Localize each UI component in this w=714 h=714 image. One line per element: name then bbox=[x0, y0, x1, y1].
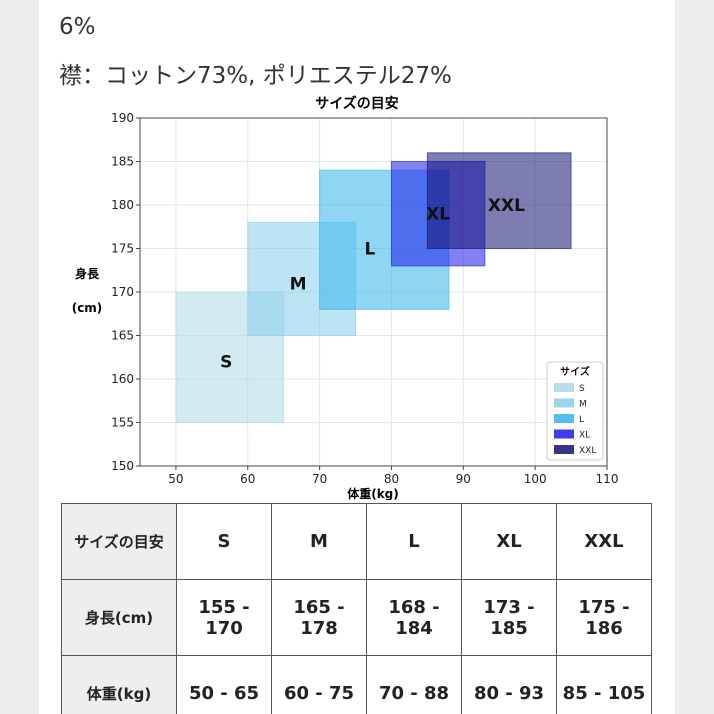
x-axis-label: 体重(kg) bbox=[347, 486, 399, 500]
legend-swatch-s bbox=[554, 383, 574, 392]
table-cell: 168 - 184 bbox=[366, 579, 462, 656]
y-tick-label: 180 bbox=[111, 198, 134, 212]
x-tick-label: 50 bbox=[168, 472, 183, 486]
table-cell: 175 - 186 bbox=[556, 579, 652, 656]
legend-swatch-l bbox=[554, 414, 574, 423]
y-axis-label: 身長(cm) bbox=[72, 266, 103, 315]
y-tick-label: 150 bbox=[111, 459, 134, 473]
table-cell: 165 - 178 bbox=[271, 579, 367, 656]
size-rectangles: S M L XL XXL bbox=[175, 152, 572, 423]
size-label-xxl: XXL bbox=[488, 196, 525, 216]
table-cell: 50 - 65 bbox=[176, 655, 272, 714]
size-label-s: S bbox=[220, 353, 232, 373]
x-tick-label: 80 bbox=[384, 472, 399, 486]
y-tick-label: 155 bbox=[111, 416, 134, 430]
size-rect-xxl bbox=[426, 152, 572, 249]
legend-label-s: S bbox=[579, 384, 585, 394]
x-tick-label: 110 bbox=[596, 472, 619, 486]
size-label-xl: XL bbox=[426, 205, 450, 225]
legend-swatch-xl bbox=[554, 429, 574, 439]
size-column-header: M bbox=[271, 503, 367, 580]
legend-label-l: L bbox=[579, 415, 584, 425]
legend-title: サイズ bbox=[560, 365, 590, 378]
legend-label-xl: XL bbox=[579, 431, 590, 441]
fabric-description-line: 6% bbox=[59, 14, 96, 40]
chart-legend: サイズ SML XL XXL bbox=[546, 361, 604, 461]
row-header: 身長(cm) bbox=[61, 579, 177, 656]
chart-title: サイズの目安 bbox=[315, 95, 399, 112]
table-corner-header: サイズの目安 bbox=[61, 503, 177, 580]
x-tick-label: 70 bbox=[312, 472, 327, 486]
x-tick-label: 100 bbox=[524, 472, 547, 486]
product-description-panel: 6% 襟：コットン73%, ポリエステル27% サイズの目安 S M L XL XXL … bbox=[39, 0, 675, 714]
table-cell: 60 - 75 bbox=[271, 655, 367, 714]
size-label-l: L bbox=[364, 240, 375, 260]
row-header: 体重(kg) bbox=[61, 655, 177, 714]
legend-label-m: M bbox=[579, 400, 587, 410]
x-tick-label: 60 bbox=[240, 472, 255, 486]
table-cell: 80 - 93 bbox=[461, 655, 557, 714]
size-label-m: M bbox=[290, 274, 307, 294]
table-cell: 173 - 185 bbox=[461, 579, 557, 656]
y-tick-label: 170 bbox=[111, 285, 134, 299]
axis-ticks: 50 60 70 80 90 100 110 150 155 160 165 170 175 180 185… bbox=[111, 111, 618, 486]
table-cell: 70 - 88 bbox=[366, 655, 462, 714]
y-tick-label: 165 bbox=[111, 329, 134, 343]
table-cell: 155 - 170 bbox=[176, 579, 272, 656]
y-tick-label: 185 bbox=[111, 155, 134, 169]
table-cell: 85 - 105 bbox=[556, 655, 652, 714]
legend-swatch-m bbox=[554, 398, 574, 408]
legend-label-xxl: XXL bbox=[579, 446, 596, 456]
legend-swatch-xxl bbox=[554, 445, 574, 454]
size-column-header: XL bbox=[461, 503, 557, 580]
table-row: 身長(cm) 155 - 170 165 - 178 168 - 184 173 - 1… bbox=[61, 579, 652, 656]
size-column-header: S bbox=[176, 503, 272, 580]
collar-fabric-line: 襟：コットン73%, ポリエステル27% bbox=[59, 63, 452, 89]
y-tick-label: 160 bbox=[111, 372, 134, 386]
size-table: サイズの目安 S M L XL XXL 身長(cm) 155 - 170 165 - 178 16… bbox=[61, 503, 652, 714]
table-header-row: サイズの目安 S M L XL XXL bbox=[61, 503, 652, 580]
y-tick-label: 190 bbox=[111, 111, 134, 125]
size-column-header: XXL bbox=[556, 503, 652, 580]
table-row: 体重(kg) 50 - 65 60 - 75 70 - 88 80 - 93 85 - 1… bbox=[61, 655, 652, 714]
x-tick-label: 90 bbox=[456, 472, 471, 486]
y-tick-label: 175 bbox=[111, 242, 134, 256]
size-column-header: L bbox=[366, 503, 462, 580]
